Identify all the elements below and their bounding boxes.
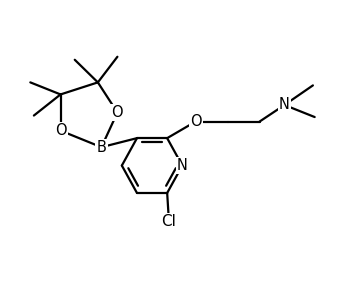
Text: N: N [279,98,290,112]
Text: O: O [55,123,66,138]
Text: B: B [96,140,106,155]
Text: Cl: Cl [161,214,177,229]
Text: N: N [177,158,188,173]
Text: O: O [112,105,123,120]
Text: O: O [190,114,201,129]
